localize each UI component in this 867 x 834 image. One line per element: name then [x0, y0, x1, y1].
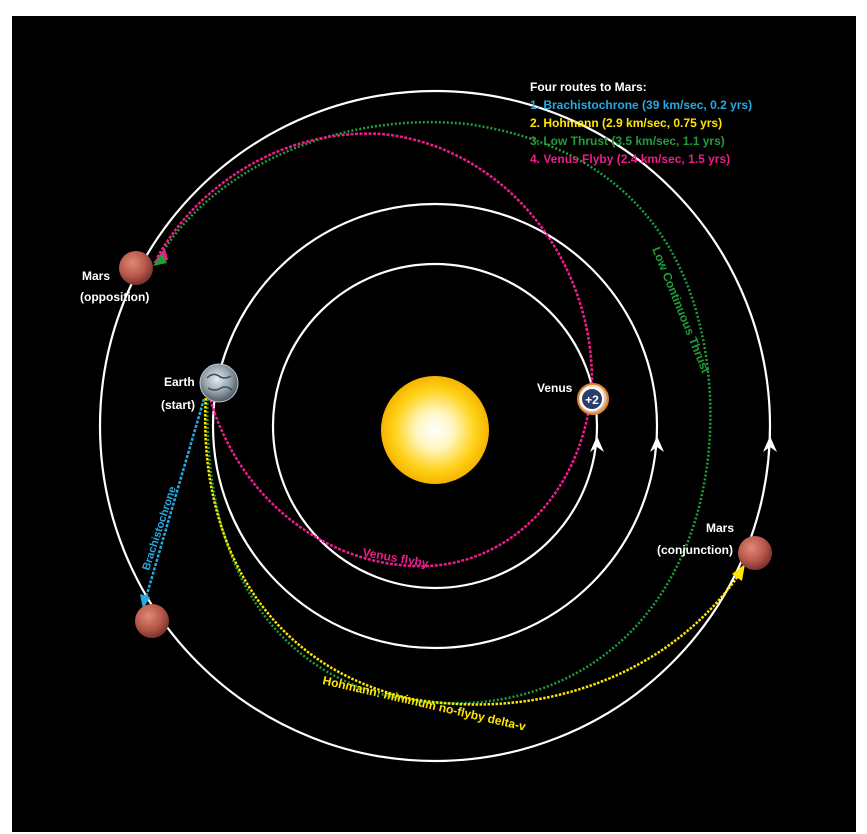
- hohmann-route: [203, 393, 740, 706]
- earth-label: Earth: [164, 375, 195, 389]
- venus-flyby-route-label: Venus flyby: [361, 545, 429, 570]
- venus-orbit-arrow: [590, 436, 604, 452]
- earth-planet: [199, 363, 239, 403]
- venus-orbit: [271, 262, 599, 590]
- sun: [381, 376, 489, 484]
- mars-conjunction-planet: [738, 536, 772, 570]
- mars-start-position-planet: [135, 604, 169, 638]
- brachistochrone-route-label: Brachistochrone: [140, 485, 178, 572]
- mars-opposition-planet: [119, 251, 153, 285]
- legend-title: Four routes to Mars:: [530, 80, 647, 94]
- earth-orbit-arrow: [650, 436, 664, 452]
- brachistochrone-route: [143, 398, 206, 602]
- low-thrust-route: [155, 120, 712, 705]
- mars-opposition-note: (opposition): [80, 290, 149, 304]
- venus-flyby-route: [155, 132, 594, 568]
- mars-conjunction-note: (conjunction): [657, 543, 733, 557]
- legend-item-hohmann: 2. Hohmann (2.9 km/sec, 0.75 yrs): [530, 116, 722, 130]
- mars-conjunction-label: Mars: [706, 521, 734, 535]
- brachistochrone-arrowhead: [140, 594, 150, 609]
- mars-orbit-arrow: [763, 436, 777, 452]
- legend-item-low-thrust: 3. Low Thrust (3.5 km/sec, 1.1 yrs): [530, 134, 725, 148]
- mars-orbit: [98, 89, 772, 763]
- low-thrust-route-label: Low Continuous Thrust: [649, 245, 712, 375]
- mars-opposition-label: Mars: [82, 269, 110, 283]
- legend-item-venus-flyby: 4. Venus Flyby (2.4 km/sec, 1.5 yrs): [530, 152, 730, 166]
- orbit-diagram: +2 Four routes to Mars: 1. Brachistochro…: [80, 80, 777, 763]
- earth-note: (start): [161, 398, 195, 412]
- diagram-frame: +2 Four routes to Mars: 1. Brachistochro…: [12, 16, 856, 832]
- legend-item-brachistochrone: 1. Brachistochrone (39 km/sec, 0.2 yrs): [530, 98, 752, 112]
- venus-badge: +2: [580, 387, 604, 411]
- venus-badge-text: +2: [585, 393, 599, 407]
- low-thrust-arrowhead: [153, 253, 167, 266]
- venus-label: Venus: [537, 381, 573, 395]
- hohmann-arrowhead: [732, 564, 745, 581]
- legend: Four routes to Mars: 1. Brachistochrone …: [530, 80, 752, 166]
- earth-orbit: [211, 202, 659, 650]
